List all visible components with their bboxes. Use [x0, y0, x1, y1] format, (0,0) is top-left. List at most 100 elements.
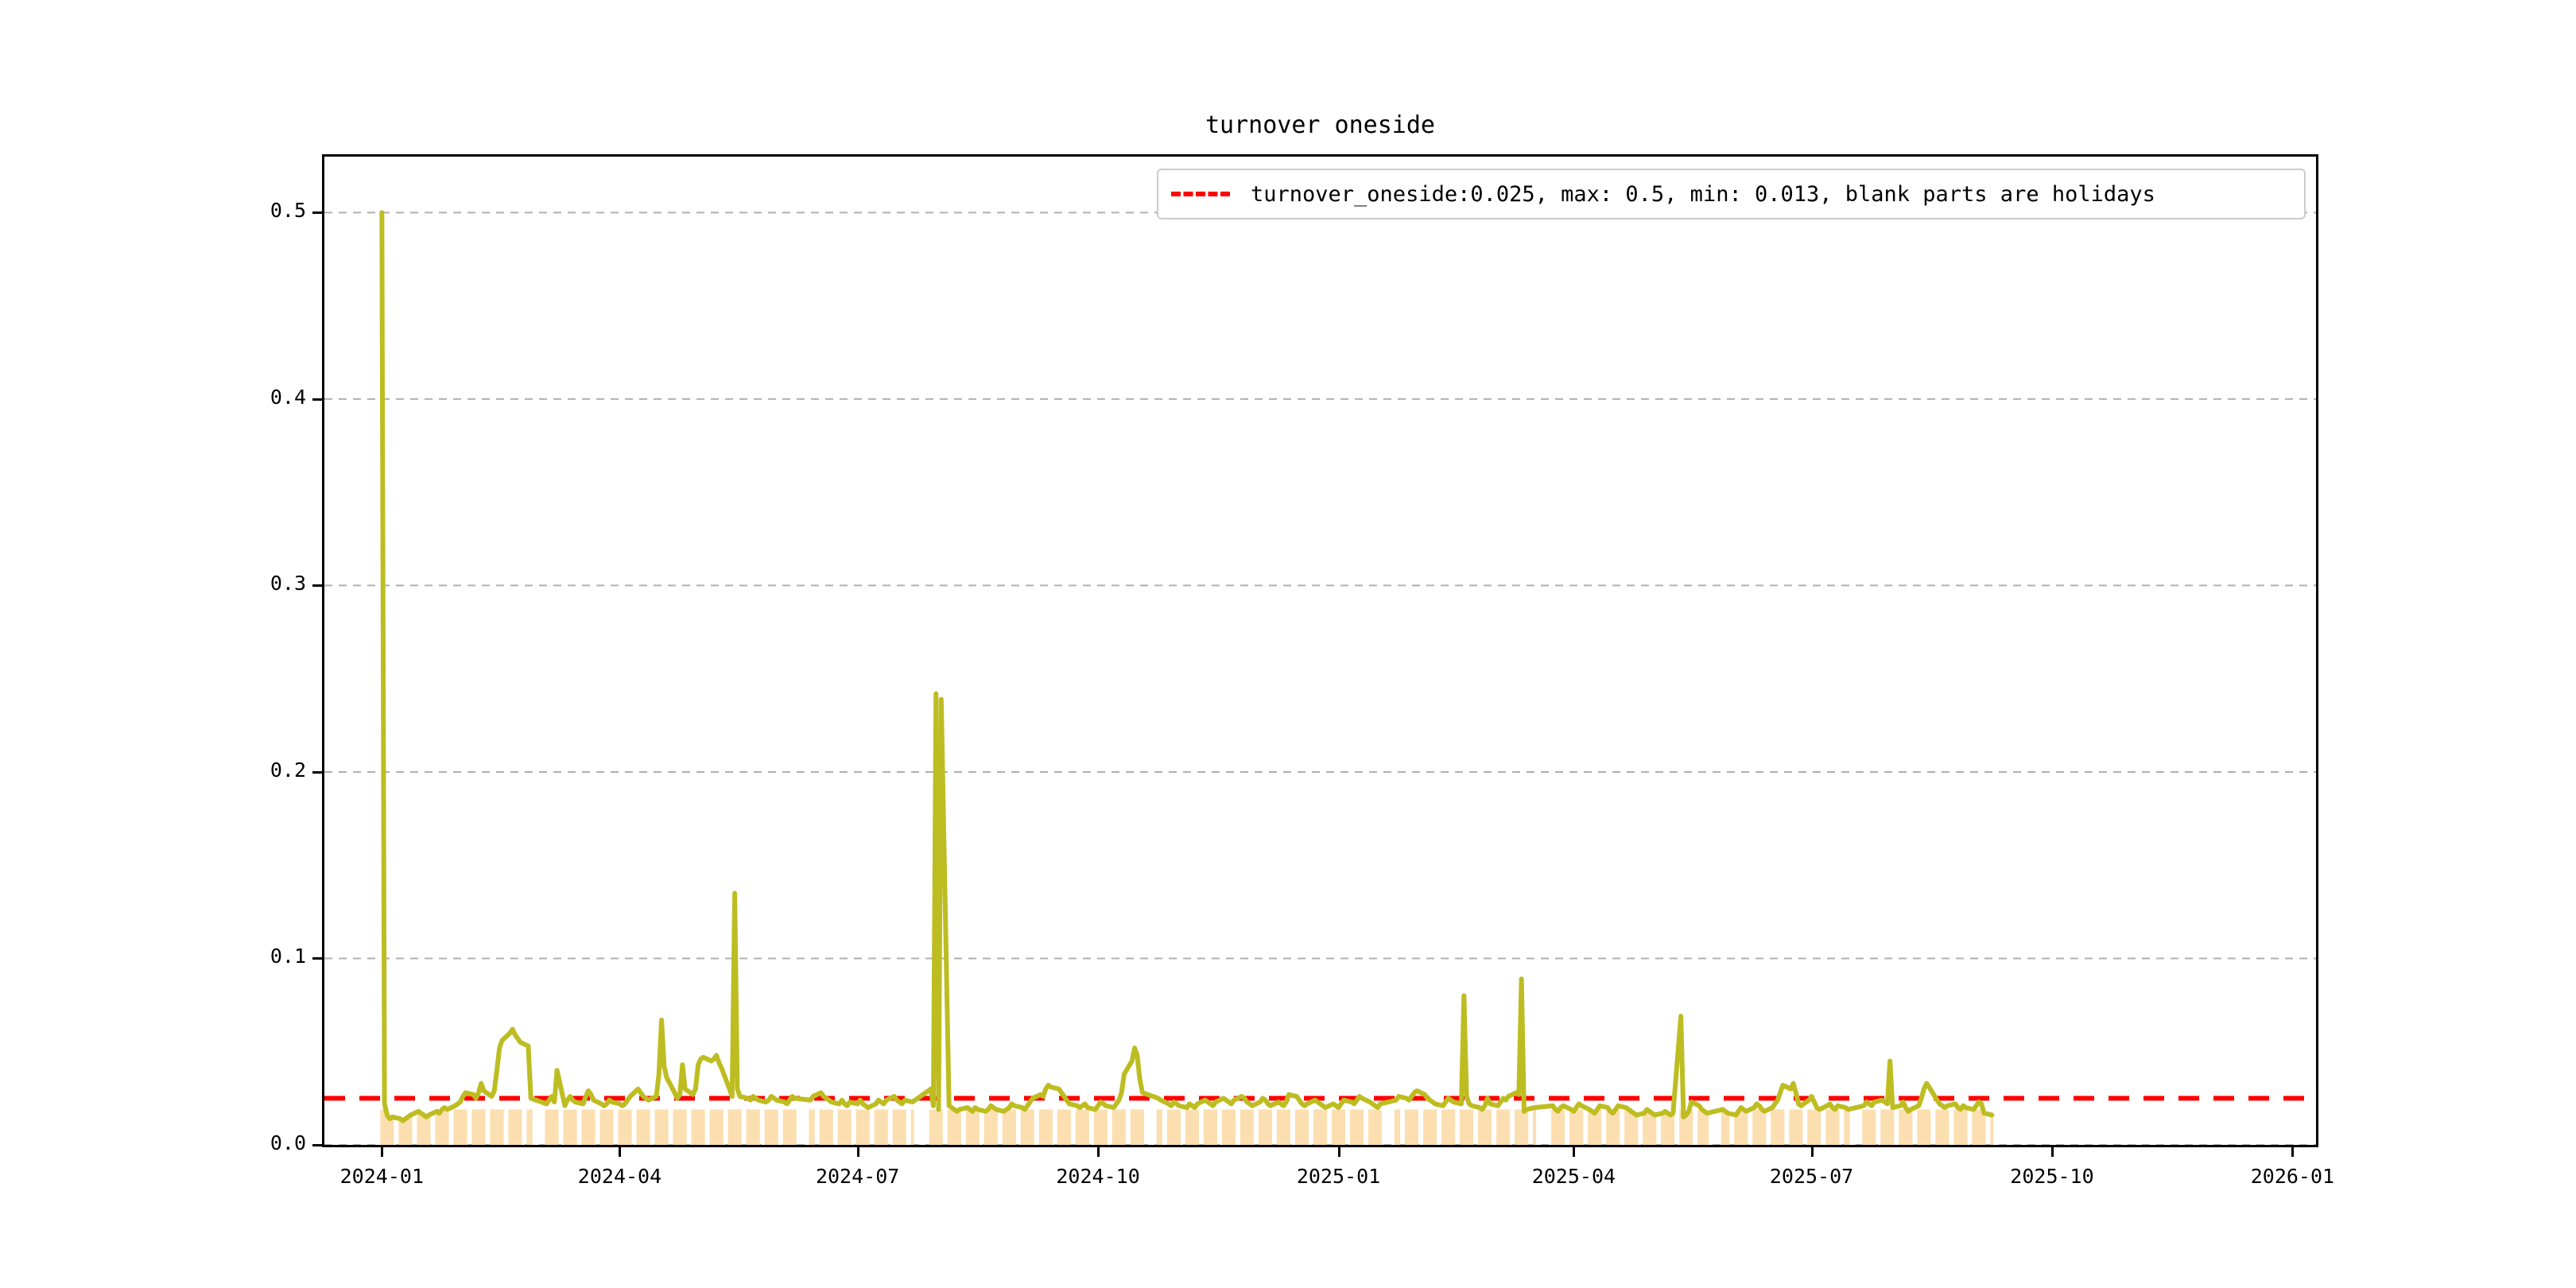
bar [892, 1109, 896, 1145]
x-tick-label: 2024-07 [815, 1165, 900, 1188]
bar [1449, 1109, 1453, 1145]
bar [1430, 1109, 1434, 1145]
bar [955, 1111, 959, 1145]
bar [456, 1109, 460, 1145]
bar [425, 1116, 429, 1145]
bar [1629, 1111, 1633, 1145]
legend[interactable]: turnover_oneside:0.025, max: 0.5, min: 0… [1157, 169, 2306, 219]
bar [401, 1120, 405, 1145]
bar [1208, 1109, 1212, 1145]
bar [1870, 1109, 1874, 1145]
legend-dash-swatch [1171, 192, 1230, 196]
bar [1794, 1109, 1798, 1145]
bar [1862, 1109, 1866, 1145]
bar [770, 1109, 774, 1145]
bar [437, 1113, 441, 1145]
bar [1690, 1109, 1693, 1145]
bar [691, 1109, 695, 1145]
bar [1170, 1109, 1174, 1145]
bar [1791, 1109, 1795, 1145]
bar [957, 1109, 961, 1145]
bar [858, 1109, 862, 1145]
bar [678, 1109, 682, 1145]
bar [1781, 1109, 1785, 1145]
bar [673, 1109, 677, 1145]
bar [939, 1109, 943, 1145]
bar [1705, 1113, 1709, 1145]
bar [788, 1109, 792, 1145]
bar [1697, 1109, 1701, 1145]
bar [1460, 1109, 1464, 1145]
bar [1645, 1109, 1649, 1145]
bar [427, 1115, 431, 1145]
bar [1096, 1109, 1100, 1145]
bar [1972, 1109, 1976, 1145]
bar [1647, 1111, 1651, 1145]
bar [526, 1109, 530, 1145]
bar [1373, 1109, 1377, 1145]
bar [1368, 1109, 1371, 1145]
bar [709, 1109, 713, 1145]
bar [1943, 1109, 1947, 1145]
bar [1901, 1109, 1905, 1145]
bar [824, 1109, 828, 1145]
bar [793, 1109, 797, 1145]
bar [398, 1119, 402, 1145]
bar [610, 1109, 614, 1145]
x-tick-label: 2024-04 [577, 1165, 662, 1188]
bar [1867, 1109, 1871, 1145]
bar [1428, 1109, 1432, 1145]
bar [1371, 1109, 1375, 1145]
bar [947, 1109, 951, 1145]
bar [1726, 1113, 1730, 1145]
bar [693, 1109, 697, 1145]
legend-label: turnover_oneside:0.025, max: 0.5, min: 0… [1251, 181, 2155, 207]
bar [1742, 1109, 1746, 1145]
bar [1232, 1109, 1236, 1145]
bar [811, 1109, 815, 1145]
bar [555, 1109, 559, 1145]
bar [1643, 1113, 1647, 1145]
bar [1613, 1109, 1617, 1145]
bar [1682, 1116, 1686, 1145]
bar [1684, 1115, 1688, 1145]
bar [968, 1109, 972, 1145]
bar [628, 1109, 632, 1145]
bar [1394, 1109, 1398, 1145]
bar [599, 1109, 603, 1145]
chart-title: turnover oneside [1205, 111, 1435, 139]
bar [571, 1109, 575, 1145]
bar [1844, 1109, 1848, 1145]
y-tick-mark [312, 584, 322, 588]
bar [626, 1109, 630, 1145]
bar [607, 1109, 611, 1145]
bar [1284, 1109, 1288, 1145]
bar [1287, 1109, 1291, 1145]
bar [638, 1109, 642, 1145]
bar [1224, 1109, 1228, 1145]
bar [654, 1109, 658, 1145]
bar [1133, 1109, 1137, 1145]
bar [1375, 1109, 1379, 1145]
bar [931, 1109, 935, 1145]
bar [1757, 1109, 1761, 1145]
bar [756, 1109, 760, 1145]
bar [683, 1109, 687, 1145]
bar [840, 1109, 844, 1145]
bar [894, 1109, 898, 1145]
bar [443, 1109, 447, 1145]
bar [701, 1109, 705, 1145]
bar [382, 1109, 386, 1145]
bar [1313, 1109, 1317, 1145]
bar [1462, 1109, 1466, 1145]
bar [720, 1109, 724, 1145]
x-tick-mark [1573, 1147, 1576, 1157]
bar [1830, 1109, 1834, 1145]
bar [1825, 1109, 1829, 1145]
bar [1940, 1109, 1944, 1145]
bar [1305, 1109, 1309, 1145]
bar [699, 1109, 703, 1145]
bar [748, 1109, 752, 1145]
bar [845, 1109, 849, 1145]
